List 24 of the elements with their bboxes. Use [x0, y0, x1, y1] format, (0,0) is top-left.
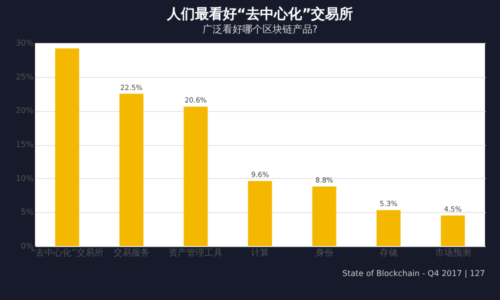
bar — [119, 94, 144, 246]
chart-subtitle: 广泛看好哪个区块链产品? — [202, 23, 318, 36]
y-tick-label: 10% — [16, 174, 34, 183]
bar — [55, 48, 80, 246]
y-tick-label: 0% — [20, 242, 34, 250]
x-tick-label: 交易服务 — [113, 248, 150, 258]
x-tick-label: 身份 — [315, 248, 334, 258]
y-tick-label: 30% — [16, 38, 34, 48]
bar — [440, 216, 465, 246]
bar — [248, 181, 272, 246]
bar — [184, 106, 208, 246]
x-tick-label: 资产管理工具 — [168, 248, 223, 258]
text: State of Blockchain - Q4 2017 | 127 — [342, 269, 485, 278]
bar — [376, 210, 401, 246]
x-tick-label: 存储 — [380, 248, 398, 258]
y-tick-label: 15% — [16, 140, 34, 149]
x-tick-label: “去中心化”交易所 — [30, 248, 104, 258]
chart-title: 人们最看好“去中心化”交易所 — [166, 5, 354, 22]
x-tick-label: 市场预测 — [434, 248, 471, 258]
y-tick-label: 20% — [16, 106, 34, 116]
bar — [312, 186, 336, 246]
y-tick-label: 5% — [20, 208, 34, 217]
y-tick-label: 25% — [16, 72, 34, 82]
x-tick-label: 计算 — [251, 248, 269, 258]
